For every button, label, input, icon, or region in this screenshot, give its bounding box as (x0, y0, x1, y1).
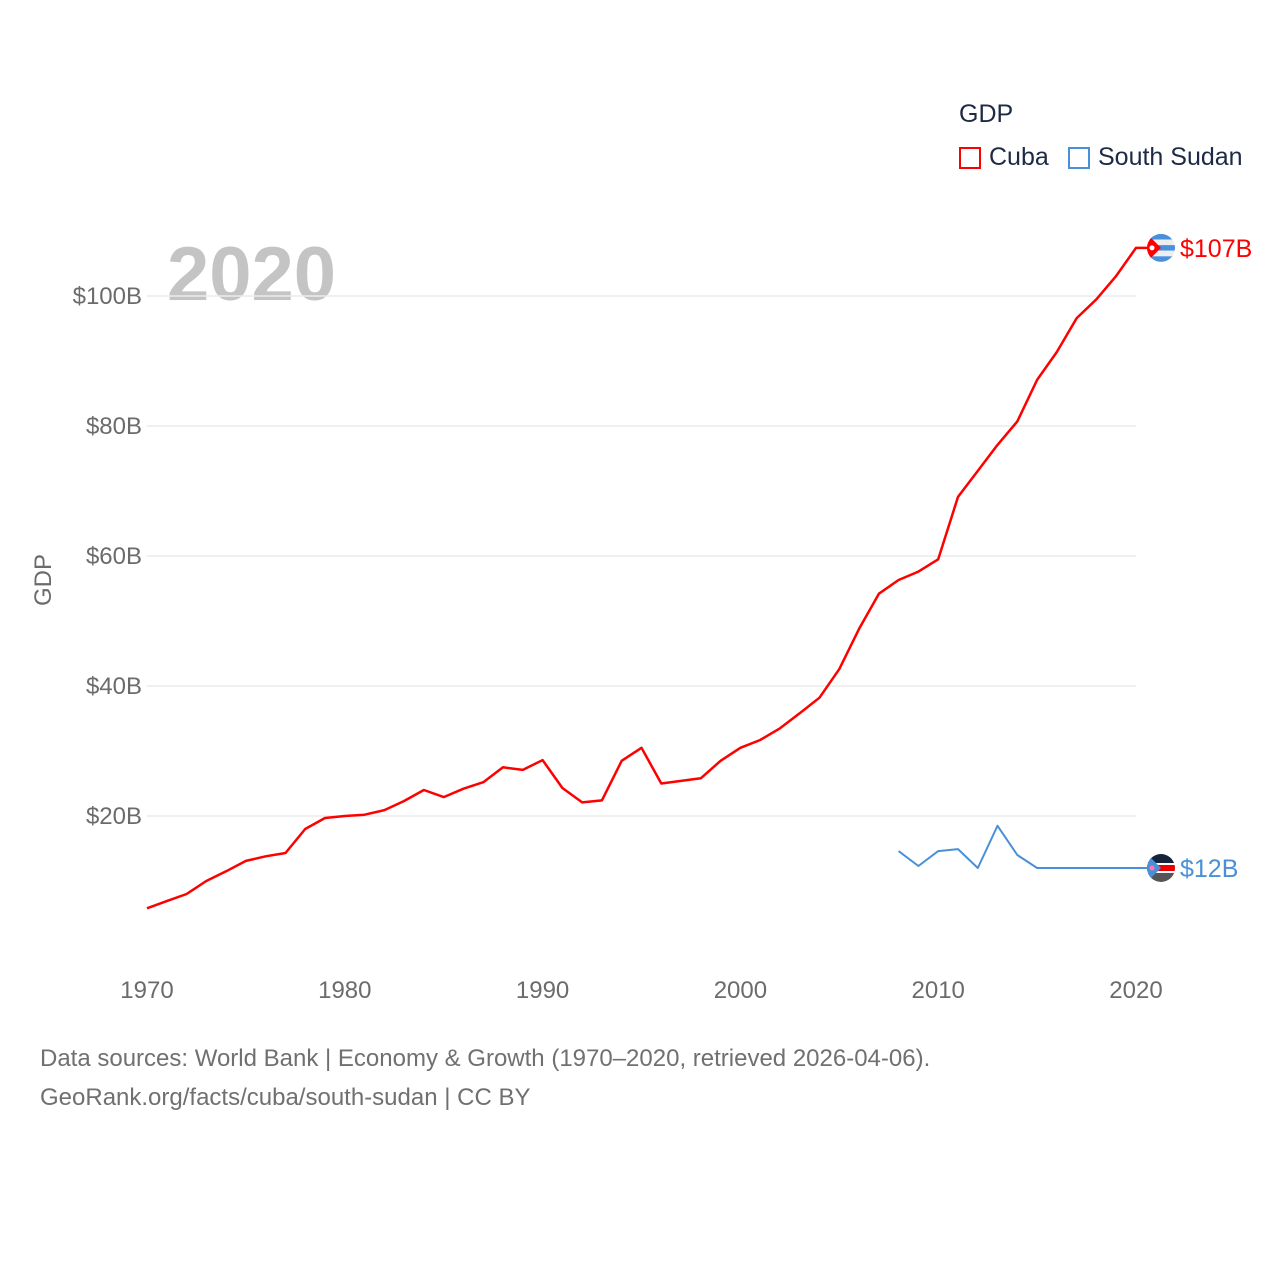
y-tick-label: $60B (86, 543, 142, 570)
legend-item-south-sudan[interactable]: South Sudan (1068, 143, 1243, 172)
footer-sources: Data sources: World Bank | Economy & Gro… (40, 1045, 931, 1072)
x-tick-label: 1980 (318, 977, 371, 1004)
legend-swatch-south-sudan (1068, 146, 1090, 169)
legend-label-south-sudan: South Sudan (1098, 143, 1243, 171)
legend-title: GDP (959, 100, 1014, 128)
x-tick-label: 2000 (714, 977, 767, 1004)
y-tick-label: $40B (86, 673, 142, 700)
cuba-flag-icon (1147, 233, 1175, 262)
series-line-south-sudan (897, 824, 1158, 869)
legend-swatch-cuba (959, 146, 981, 169)
end-value-label: $12B (1180, 855, 1238, 883)
footer-link[interactable]: GeoRank.org/facts/cuba/south-sudan | CC … (40, 1084, 531, 1111)
south-sudan-flag-icon (1147, 854, 1175, 882)
y-tick-label: $80B (86, 413, 142, 440)
legend-item-cuba[interactable]: Cuba (959, 143, 1049, 172)
legend-label-cuba: Cuba (989, 143, 1049, 171)
y-tick-label: $100B (73, 283, 142, 310)
y-axis-label: GDP (30, 554, 57, 606)
x-tick-label: 1990 (516, 977, 569, 1004)
y-tick-label: $20B (86, 803, 142, 830)
end-value-label: $107B (1180, 235, 1252, 263)
x-tick-label: 1970 (120, 977, 173, 1004)
x-tick-label: 2020 (1109, 977, 1162, 1004)
year-label: 2020 (167, 232, 336, 317)
series-line-cuba (146, 246, 1158, 910)
x-tick-label: 2010 (912, 977, 965, 1004)
